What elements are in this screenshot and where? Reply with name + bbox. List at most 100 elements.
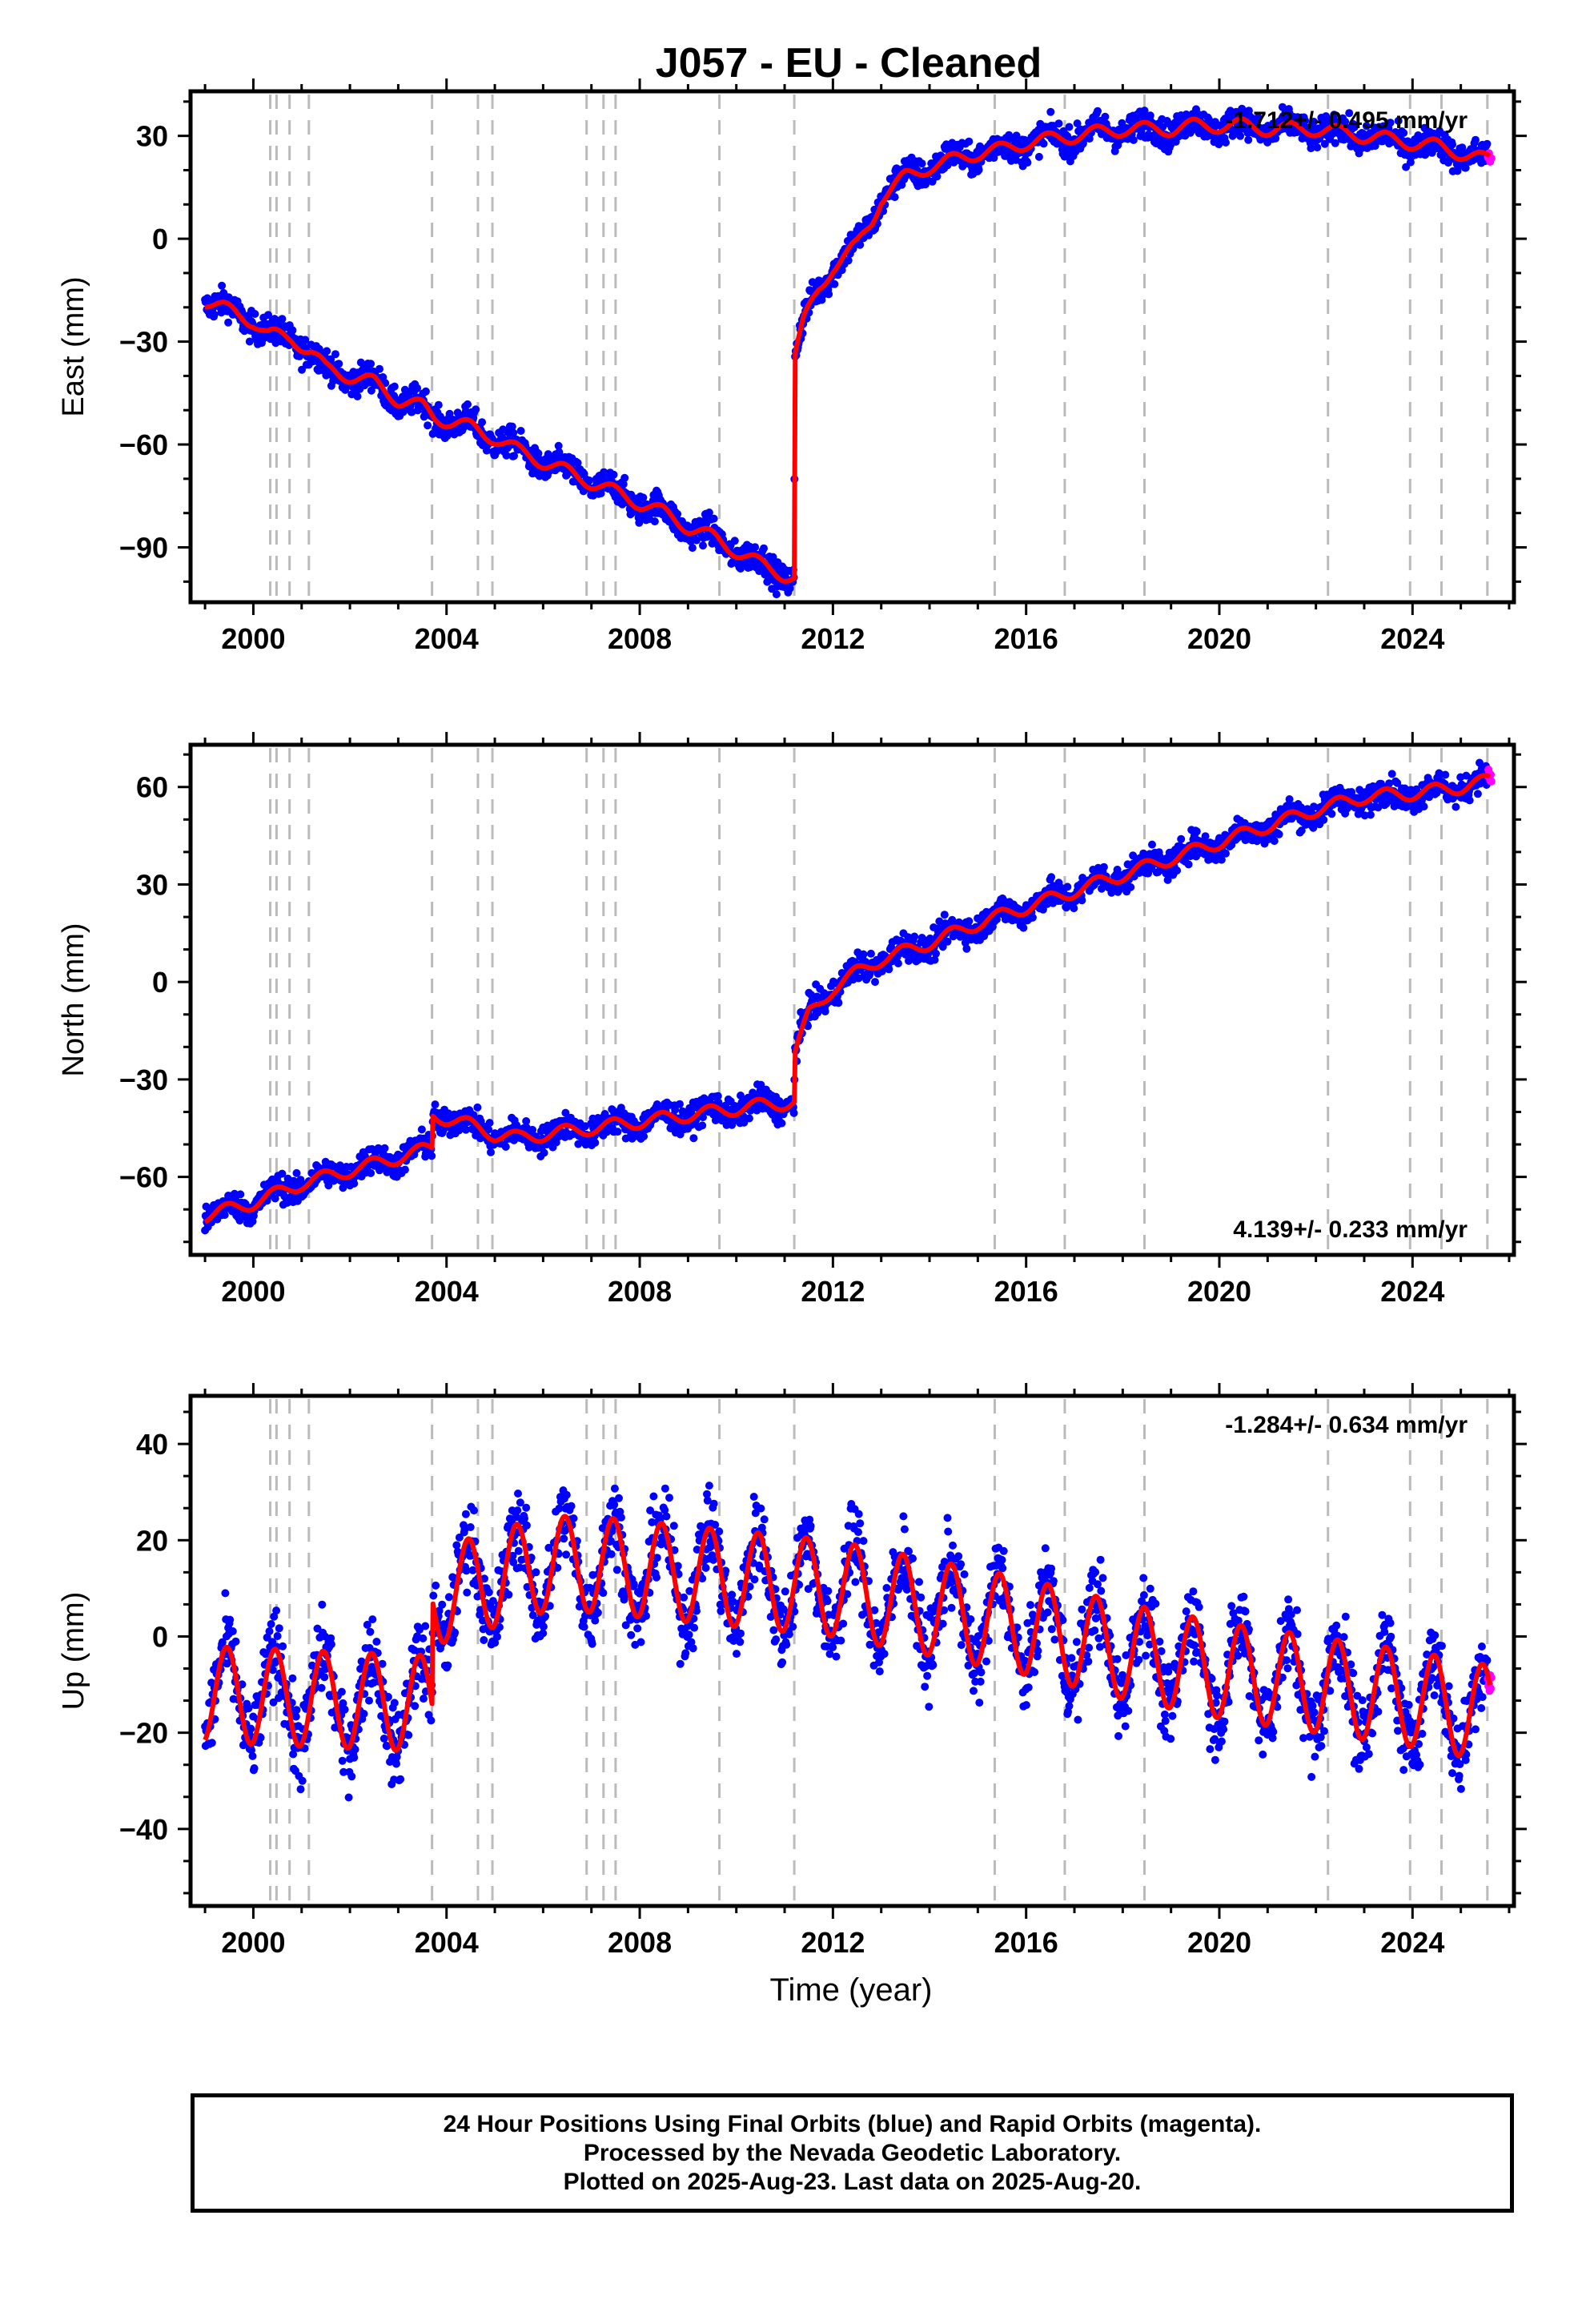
final-orbit-point: [510, 452, 518, 460]
final-orbit-point: [689, 1134, 698, 1143]
final-orbit-point: [359, 1710, 368, 1718]
final-orbit-point: [821, 1007, 829, 1015]
final-orbit-point: [1046, 107, 1055, 116]
final-orbit-point: [962, 944, 971, 953]
final-orbit-point: [1099, 862, 1108, 871]
final-orbit-point: [502, 451, 511, 460]
up-panel: 2000 2004 2008 2012 2016 2020 202440200−20−40U…: [57, 1383, 1527, 1959]
final-orbit-point: [893, 959, 902, 967]
final-orbit-point: [1387, 770, 1396, 778]
final-orbit-point: [1483, 139, 1492, 148]
final-orbit-point: [278, 315, 287, 324]
final-orbit-point: [335, 360, 343, 368]
final-orbit-point: [323, 347, 331, 356]
final-orbit-point: [292, 1706, 301, 1715]
final-orbit-point: [228, 1627, 237, 1635]
y-tick-label: −60: [119, 1161, 168, 1194]
final-orbit-point: [1419, 802, 1428, 811]
x-tick-label: 2020: [1187, 622, 1251, 655]
final-orbit-point: [473, 1103, 482, 1112]
final-orbit-point: [830, 279, 839, 288]
final-orbit-point: [231, 1637, 240, 1646]
x-tick-label: 2012: [801, 1275, 865, 1308]
final-orbit-point: [317, 1683, 326, 1692]
x-tick-label: 2016: [994, 622, 1058, 655]
final-orbit-point: [482, 446, 491, 455]
y-tick-label: 30: [136, 868, 168, 901]
y-tick-label: 60: [136, 771, 168, 804]
final-orbit-point: [210, 310, 219, 319]
final-orbit-point: [301, 336, 310, 344]
final-orbit-point: [516, 427, 525, 435]
final-orbit-point: [639, 493, 648, 502]
final-orbit-point: [247, 1724, 255, 1733]
final-orbit-point: [1448, 140, 1456, 149]
final-orbit-point: [705, 509, 713, 517]
final-orbit-point: [910, 932, 919, 941]
final-orbit-point: [536, 456, 544, 464]
final-orbit-point: [331, 350, 339, 359]
final-orbit-point: [250, 1764, 259, 1772]
final-orbit-point: [932, 949, 940, 958]
final-orbit-point: [353, 392, 362, 400]
final-orbit-point: [509, 428, 518, 437]
x-tick-label: 2008: [608, 622, 672, 655]
final-orbit-point: [265, 1627, 274, 1635]
final-orbit-point: [965, 137, 974, 146]
final-orbit-point: [337, 1687, 346, 1696]
final-orbit-point: [273, 1632, 282, 1640]
final-orbit-point: [709, 514, 718, 523]
final-orbit-point: [1034, 152, 1043, 161]
final-orbit-point: [676, 1100, 684, 1108]
final-orbit-point: [777, 1119, 786, 1128]
final-orbit-point: [699, 541, 707, 550]
final-orbit-point: [1148, 840, 1156, 849]
final-orbit-point: [596, 489, 605, 498]
final-orbit-point: [417, 1125, 426, 1134]
final-orbit-point: [1270, 837, 1279, 846]
final-orbit-point: [375, 364, 383, 373]
final-orbit-point: [1184, 860, 1193, 869]
final-orbit-point: [1473, 790, 1482, 798]
final-orbit-point: [825, 290, 833, 299]
final-orbit-point: [619, 480, 628, 489]
y-tick-label: −30: [119, 326, 168, 359]
final-orbit-point: [1313, 143, 1322, 152]
final-orbit-point: [1126, 883, 1135, 891]
final-orbit-point: [226, 1615, 235, 1624]
final-orbit-point: [965, 917, 974, 926]
final-orbit-point: [275, 1624, 283, 1633]
final-orbit-point: [501, 1143, 510, 1151]
final-orbit-point: [554, 441, 563, 450]
final-orbit-point: [1070, 904, 1078, 913]
final-orbit-point: [318, 1600, 327, 1609]
final-orbit-point: [1366, 810, 1375, 819]
final-orbit-point: [769, 553, 777, 561]
final-orbit-point: [534, 449, 543, 458]
final-orbit-point: [207, 1739, 216, 1747]
final-orbit-point: [487, 1148, 495, 1156]
final-orbit-point: [508, 422, 516, 431]
final-orbit-point: [1078, 896, 1086, 905]
final-orbit-point: [940, 911, 949, 919]
final-orbit-point: [890, 193, 899, 202]
final-orbit-point: [745, 1114, 753, 1123]
final-orbit-point: [390, 382, 399, 391]
final-orbit-point: [224, 318, 233, 327]
final-orbit-point: [772, 590, 781, 599]
final-orbit-point: [367, 386, 375, 395]
final-orbit-point: [1047, 873, 1056, 882]
final-orbit-point: [1028, 913, 1037, 922]
final-orbit-point: [620, 473, 629, 482]
final-orbit-point: [431, 1100, 440, 1109]
north-panel: 2000 2004 2008 2012 2016 2020 202460300−30−60N…: [57, 732, 1527, 1308]
final-orbit-point: [320, 1673, 329, 1682]
final-orbit-point: [650, 517, 659, 526]
final-orbit-point: [288, 326, 297, 335]
final-orbit-point: [485, 1119, 494, 1128]
final-orbit-point: [698, 1121, 707, 1130]
final-orbit-point: [251, 310, 259, 318]
x-tick-label: 2020: [1187, 1275, 1251, 1308]
plot-frame: [188, 89, 1516, 605]
final-orbit-point: [1275, 830, 1283, 838]
